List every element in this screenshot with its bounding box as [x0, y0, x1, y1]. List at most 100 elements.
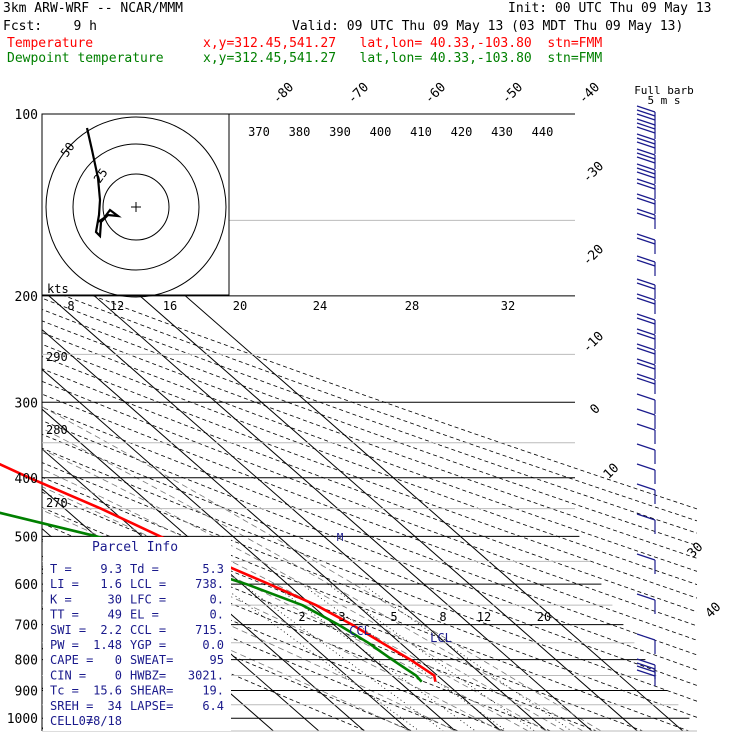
wind-barb-feather	[636, 133, 656, 141]
hodograph-axis-label: 20	[233, 299, 247, 313]
wind-barb-feather	[636, 328, 656, 336]
wind-barb-feather	[636, 171, 656, 179]
parcel-value: 0	[115, 653, 122, 667]
parcel-key: CIN =	[50, 668, 86, 682]
wind-barb-feather	[636, 208, 656, 216]
temp-legend-info: x,y=312.45,541.27 lat,lon= 40.33,-103.80…	[203, 36, 603, 51]
wind-barb-feather	[636, 362, 656, 370]
hodograph-ring	[72, 143, 200, 271]
wind-barb-feather	[636, 163, 656, 171]
parcel-value: 715.	[195, 623, 224, 637]
pressure-label: 100	[15, 108, 38, 123]
wind-barb-feather	[636, 662, 656, 670]
parcel-key: EL =	[130, 608, 159, 622]
wind-barb-feather	[636, 347, 656, 355]
isotherm-label: -50	[499, 80, 526, 107]
wind-barb-feather	[636, 237, 656, 245]
hodograph-trace	[85, 127, 122, 239]
isotherm-label: -70	[345, 80, 372, 107]
theta-label: 400	[370, 125, 392, 139]
parcel-value: 0.	[210, 608, 224, 622]
theta-label: 440	[532, 125, 554, 139]
parcel-key: SREH =	[50, 699, 93, 713]
parcel-key: YGP =	[130, 638, 166, 652]
dry-adiabat	[42, 491, 644, 731]
parcel-key: Td =	[130, 562, 159, 576]
parcel-key: LFC =	[130, 592, 166, 606]
isotherm	[42, 448, 365, 731]
wind-barb-feather	[636, 393, 656, 401]
wind-barb-feather	[636, 463, 656, 471]
left-theta-label: 280	[46, 423, 68, 437]
wind-barb-feather	[636, 282, 656, 290]
hodograph-axis-label: 28	[405, 299, 419, 313]
parcel-key: CAPE =	[50, 653, 93, 667]
hodograph-ring	[102, 173, 170, 241]
isotherm-label: -30	[580, 159, 607, 186]
parcel-key: HWBZ=	[130, 668, 166, 682]
moist-adiabat	[42, 486, 529, 731]
wind-barb-feather	[636, 141, 656, 149]
wind-barb-feather	[636, 156, 656, 164]
isotherm-label: 0	[587, 401, 603, 417]
wind-barb-feather	[636, 665, 656, 673]
parcel-value: 6.4	[202, 699, 224, 713]
pressure-label: 500	[15, 530, 38, 545]
wind-barb-feather	[636, 513, 656, 521]
isotherm	[42, 726, 47, 731]
dew-legend-info: x,y=312.45,541.27 lat,lon= 40.33,-103.80…	[203, 51, 603, 66]
theta-label: 390	[329, 125, 351, 139]
dry-adiabat	[42, 476, 690, 731]
parcel-key: SWEAT=	[130, 653, 173, 667]
wind-barb-feather	[636, 233, 656, 241]
isotherm-label: 40	[703, 600, 725, 622]
parcel-key: LAPSE=	[130, 699, 173, 713]
wind-barb-feather	[636, 193, 656, 201]
wind-barb-feather	[636, 669, 656, 677]
wind-barb-feather	[636, 122, 656, 130]
isotherm	[42, 249, 593, 731]
theta-label: 380	[289, 125, 311, 139]
wind-barb-feather	[636, 113, 656, 121]
wind-barbs	[636, 105, 656, 686]
parcel-value: 738.	[195, 577, 224, 591]
pressure-label: 1000	[7, 712, 38, 727]
isotherm-label: -20	[580, 242, 607, 269]
pressure-label: 600	[15, 578, 38, 593]
wind-barb-feather	[636, 593, 656, 601]
moist-adiabat	[42, 427, 584, 731]
dew-legend-label: Dewpoint temperature	[7, 51, 164, 66]
parcel-key: SHEAR=	[130, 684, 173, 698]
hodograph-axis-label: 16	[163, 299, 177, 313]
isotherm	[42, 368, 456, 731]
wind-barb-feather	[636, 178, 656, 186]
parcel-value: 0.	[210, 592, 224, 606]
wind-barb-feather	[636, 377, 656, 385]
dry-adiabat	[42, 590, 367, 731]
mixing-ratio-line	[219, 583, 420, 731]
parcel-key: CELL =	[50, 714, 93, 728]
parcel-value: 95	[210, 653, 224, 667]
parcel-value: 5.3	[202, 562, 224, 576]
theta-label: 370	[248, 125, 270, 139]
theta-label: 410	[410, 125, 432, 139]
parcel-value: 3021.	[188, 668, 224, 682]
parcel-value: 34	[108, 699, 122, 713]
parcel-key: PW =	[50, 638, 79, 652]
mixing-ratio-label: 3	[338, 610, 345, 624]
isotherm-label: -40	[576, 80, 603, 107]
theta-label: 430	[491, 125, 513, 139]
mixing-ratio-line	[242, 583, 444, 731]
dewpoint-profile	[0, 511, 423, 683]
dry-adiabat	[42, 433, 697, 686]
wind-barb-feather	[636, 126, 656, 134]
full-barb-units: 5 m s	[647, 94, 680, 107]
hodograph-units: kts	[47, 282, 69, 296]
m-marker: M	[337, 531, 344, 544]
lcl-marker: LCL	[430, 631, 452, 645]
moist-adiabat	[42, 406, 602, 731]
parcel-info-bg	[43, 537, 231, 731]
parcel-value: 0	[115, 668, 122, 682]
header-valid: Valid: 09 UTC Thu 09 May 13 (03 MDT Thu …	[292, 19, 684, 34]
wind-barb-feather	[636, 443, 656, 451]
